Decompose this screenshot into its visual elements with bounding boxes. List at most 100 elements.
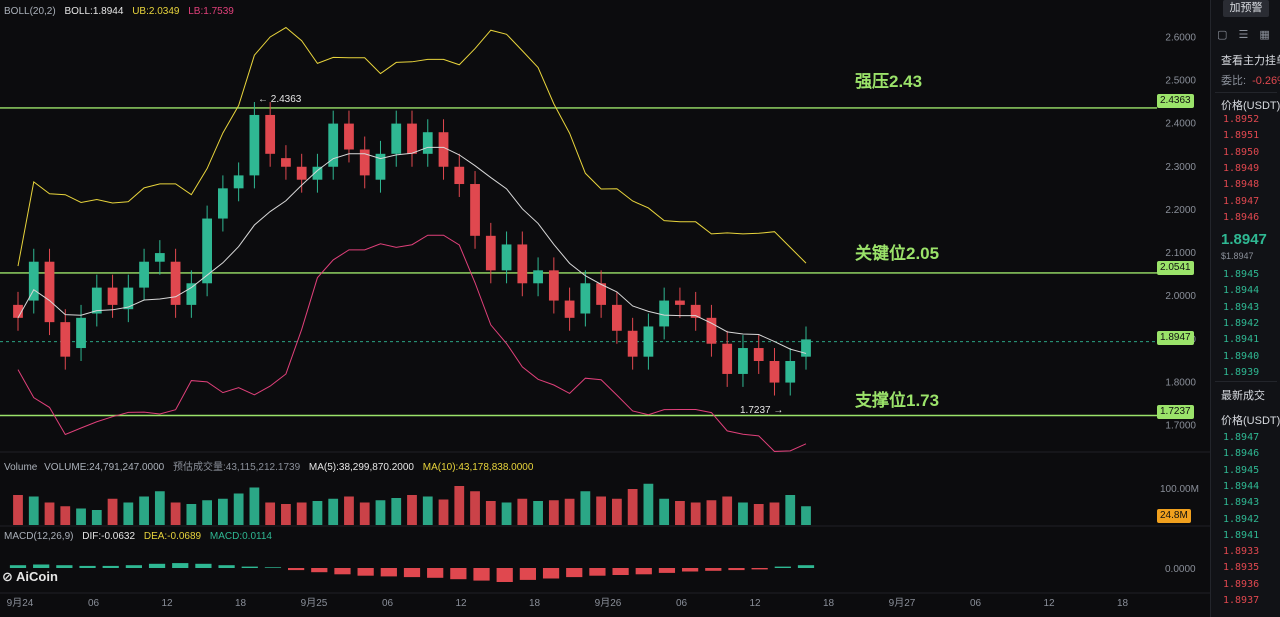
bid-price-row[interactable]: 1.8944	[1223, 285, 1260, 297]
view-tab-icon[interactable]: ▢	[1217, 29, 1232, 41]
candle-body	[533, 270, 543, 284]
candle-body	[769, 360, 780, 383]
volume-bar	[801, 506, 811, 525]
candle-body	[107, 287, 118, 305]
candle-body	[627, 330, 638, 357]
macd-bar	[357, 568, 374, 576]
depth-title[interactable]: 查看主力挂单	[1221, 55, 1280, 67]
bid-price-row[interactable]: 1.8941	[1223, 334, 1260, 346]
support-price-tag: 1.7237	[1157, 405, 1194, 419]
candle-body	[91, 287, 102, 314]
bid-price-row[interactable]: 1.8945	[1223, 269, 1260, 280]
trade-price-row[interactable]: 1.8942	[1223, 513, 1260, 525]
volume-bar	[359, 502, 370, 525]
macd-dif: DIF:-0.0632	[82, 531, 136, 542]
boll-label: BOLL(20,2)	[4, 6, 56, 17]
x-tick-label: 9月27	[889, 597, 916, 609]
volume-bar	[564, 498, 575, 525]
candle-body	[296, 166, 307, 180]
trades-header: 最新成交	[1221, 390, 1265, 402]
ask-price-row[interactable]: 1.8952	[1223, 114, 1260, 125]
volume-bar	[753, 504, 764, 525]
volume-bar	[407, 495, 417, 525]
macd-bar	[288, 568, 305, 571]
bid-price-row[interactable]: 1.8943	[1223, 301, 1260, 313]
trade-price-row[interactable]: 1.8936	[1223, 578, 1260, 590]
trade-price-row[interactable]: 1.8935	[1223, 562, 1260, 574]
volume-bar	[107, 498, 118, 525]
list-tab-icon[interactable]: ☰	[1238, 29, 1253, 41]
ask-price-row[interactable]: 1.8946	[1223, 211, 1260, 223]
macd-bar	[241, 566, 258, 568]
x-tick-label: 18	[235, 598, 247, 609]
macd-value: MACD:0.0114	[209, 531, 272, 542]
trade-price-row[interactable]: 1.8933	[1223, 546, 1260, 558]
resistance-annotation: 强压2.43	[855, 72, 923, 91]
view-tabs[interactable]: ▢ ☰ ▦	[1217, 28, 1274, 41]
vol-est: 预估成交量:43,115,212.1739	[173, 462, 301, 473]
candle-body	[611, 304, 622, 331]
high-marker-value: 2.4363	[270, 94, 302, 105]
grid-tab-icon[interactable]: ▦	[1259, 29, 1274, 41]
y-tick-label: 2.6000	[1165, 32, 1196, 43]
trade-price-row[interactable]: 1.8945	[1223, 464, 1260, 476]
price-chart[interactable]: 2.6000 2.5000 2.4000 2.3000 2.2000 2.1000 2.00…	[0, 0, 1210, 617]
macd-bar	[9, 565, 27, 568]
macd-bar	[566, 568, 583, 578]
ask-price-row[interactable]: 1.8948	[1223, 179, 1260, 191]
candle-body	[643, 326, 654, 357]
macd-bar	[496, 568, 513, 582]
trade-price-row[interactable]: 1.8943	[1223, 497, 1260, 509]
trade-price-row[interactable]: 1.8946	[1223, 448, 1260, 460]
volume-bar	[186, 504, 197, 525]
volume-bar	[422, 496, 433, 525]
bid-price-row[interactable]: 1.8940	[1223, 350, 1260, 362]
candle-body	[265, 114, 276, 154]
macd-bar	[148, 563, 166, 568]
bid-price-row[interactable]: 1.8939	[1223, 366, 1260, 378]
ask-price-row[interactable]: 1.8950	[1223, 146, 1260, 158]
macd-axis-tick: 0.0000	[1165, 564, 1196, 575]
vol-ma5: MA(5):38,299,870.2000	[308, 462, 414, 473]
trade-price-row[interactable]: 1.8937	[1223, 595, 1260, 606]
candle-body	[139, 261, 149, 288]
add-alert-button[interactable]: 加预警	[1223, 0, 1269, 17]
chart-area[interactable]: 2.6000 2.5000 2.4000 2.3000 2.2000 2.1000 2.00…	[0, 0, 1210, 617]
boll-mid: BOLL:1.8944	[64, 6, 124, 17]
macd-label: MACD(12,26,9)	[4, 531, 74, 542]
macd-bar	[33, 564, 50, 568]
candle-body	[564, 300, 575, 318]
trade-price-row[interactable]: 1.8941	[1223, 529, 1260, 541]
volume-bar	[344, 496, 354, 525]
bid-price-row[interactable]: 1.8942	[1223, 317, 1260, 329]
trade-price-row[interactable]: 1.8944	[1223, 480, 1260, 492]
boll-lower-band	[17, 234, 807, 452]
candle-body	[233, 175, 244, 189]
candle-body	[249, 114, 260, 176]
orderbook-price-header: 价格(USDT)	[1221, 100, 1280, 112]
volume-bar	[44, 502, 55, 525]
candle-body	[738, 348, 748, 374]
orderbook-panel: 加预警 ▢ ☰ ▦ 查看主力挂单 委比: -0.26% 价格(USDT) 1.89…	[1210, 0, 1280, 617]
candle-body	[44, 261, 55, 323]
volume-bar	[438, 499, 449, 525]
candle-body	[470, 184, 480, 236]
y-tick-label: 2.1000	[1165, 248, 1196, 259]
vol-value: VOLUME:24,791,247.0000	[44, 462, 165, 473]
resistance-price-tag: 2.4363	[1157, 94, 1194, 108]
macd-bar	[635, 568, 652, 575]
candle-body	[596, 283, 607, 305]
volume-bar	[328, 498, 339, 525]
volume-bar	[13, 495, 23, 525]
low-marker-value: 1.7237	[740, 405, 771, 416]
ask-price-row[interactable]: 1.8951	[1223, 130, 1260, 142]
key-level-annotation: 关键位2.05	[855, 244, 940, 263]
y-tick-label: 1.8000	[1165, 378, 1196, 389]
y-tick-label: 1.7000	[1165, 421, 1196, 432]
macd-bar	[751, 568, 768, 570]
trade-price-row[interactable]: 1.8947	[1223, 432, 1260, 443]
macd-bar	[311, 568, 328, 573]
macd-bar	[56, 565, 73, 568]
ask-price-row[interactable]: 1.8949	[1223, 162, 1260, 174]
ask-price-row[interactable]: 1.8947	[1223, 195, 1260, 207]
